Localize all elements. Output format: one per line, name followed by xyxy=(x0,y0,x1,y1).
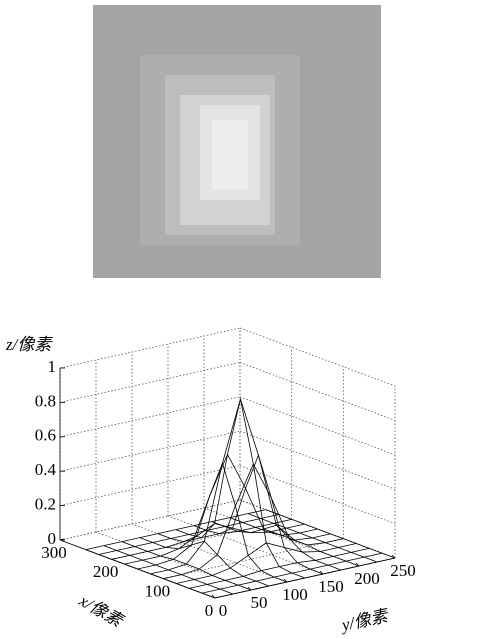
figure: z/像素 x/像素 y/像素 00.20.40.60.8101002003000… xyxy=(0,0,478,639)
image-panel xyxy=(93,5,381,278)
grid-line xyxy=(240,362,395,420)
grid-line xyxy=(240,397,395,455)
x-tick-label: 100 xyxy=(145,582,171,601)
surface-line xyxy=(138,454,318,569)
x-tick-label: 200 xyxy=(93,562,119,581)
z-tick-label: 0.4 xyxy=(35,460,57,479)
grid-line xyxy=(60,500,240,540)
grid-line xyxy=(240,431,395,489)
y-tick-label: 250 xyxy=(390,561,416,580)
y-tick-label: 150 xyxy=(318,577,344,596)
grid-line xyxy=(60,466,240,506)
y-tick-label: 100 xyxy=(282,585,308,604)
surface-line xyxy=(248,514,377,562)
z-axis-label: z/像素 xyxy=(5,335,53,354)
y-tick-label: 50 xyxy=(251,593,268,612)
grid-line xyxy=(60,397,240,437)
image-core xyxy=(212,120,248,190)
surface-line xyxy=(125,524,305,565)
x-tick-label: 300 xyxy=(41,543,67,562)
x-tick-label: 0 xyxy=(205,601,214,620)
grid-line xyxy=(60,328,240,368)
surface-line xyxy=(230,518,359,566)
y-axis-label: y/像素 xyxy=(338,606,391,635)
x-axis-label: x/像素 xyxy=(75,590,127,631)
z-tick-label: 0.8 xyxy=(35,391,56,410)
grid-line xyxy=(60,431,240,471)
z-tick-label: 0.2 xyxy=(35,495,56,514)
grid-line xyxy=(240,328,395,386)
surface-line xyxy=(140,538,269,586)
y-tick-label: 0 xyxy=(219,601,228,620)
surface-line xyxy=(150,399,330,574)
z-tick-label: 0.6 xyxy=(35,426,56,445)
y-tick-label: 200 xyxy=(354,569,380,588)
z-tick-label: 1 xyxy=(48,357,57,376)
grid-line xyxy=(60,362,240,402)
surface-line xyxy=(176,399,305,578)
